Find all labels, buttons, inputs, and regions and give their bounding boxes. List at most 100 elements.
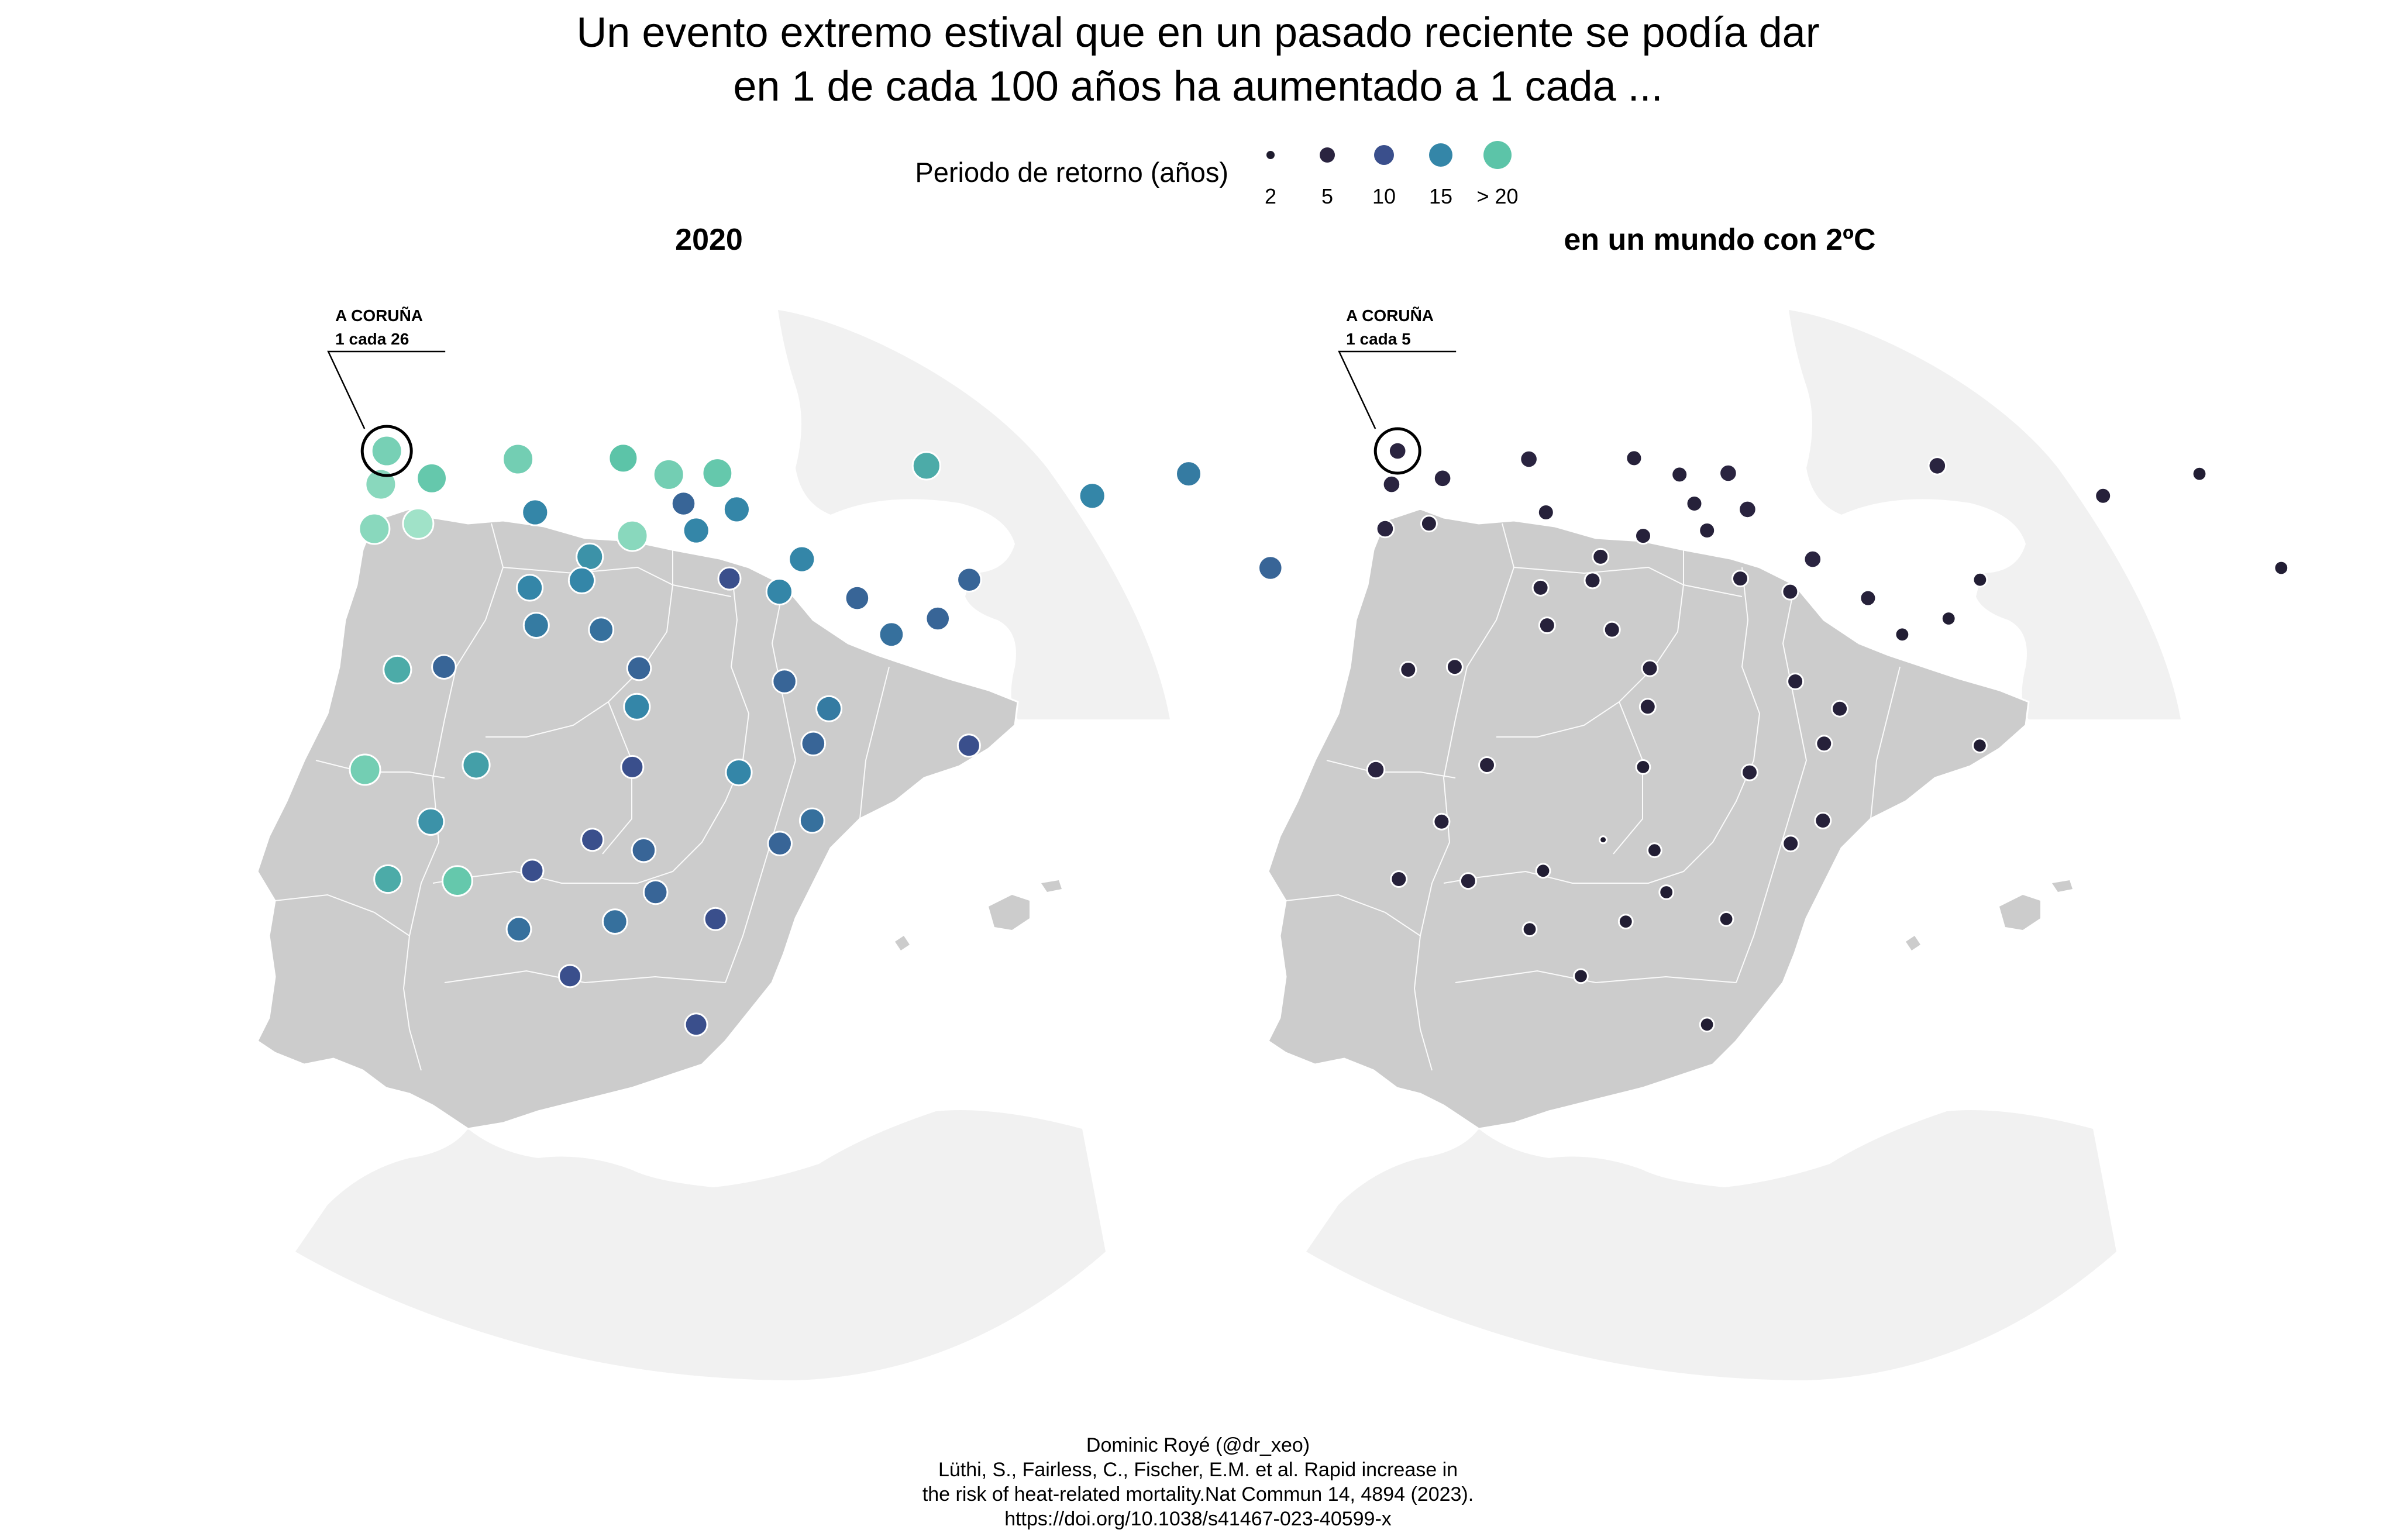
map-2020-station-25 bbox=[717, 566, 742, 591]
map-2020-station-4 bbox=[502, 443, 535, 476]
ibiza bbox=[1906, 936, 1920, 950]
map-2020-station-32 bbox=[431, 654, 457, 680]
region-borders bbox=[1285, 523, 1901, 1071]
map-2020-station-26 bbox=[588, 616, 615, 643]
legend-dot-20 bbox=[1483, 141, 1512, 169]
map-2020-station-30 bbox=[956, 567, 982, 593]
map-2020-station-3 bbox=[402, 507, 435, 540]
map-2c-station-7 bbox=[1719, 463, 1738, 483]
map-2c-station-11 bbox=[2094, 487, 2112, 505]
annotation-ring-2c bbox=[1373, 427, 1421, 475]
map-2020-station-49 bbox=[798, 807, 825, 834]
legend-value-15: 15 bbox=[1428, 184, 1453, 208]
stations-2c bbox=[1366, 441, 2290, 1033]
map-2c-station-1 bbox=[1433, 468, 1452, 488]
map-2c-station-24 bbox=[1940, 611, 1957, 626]
map-2020-station-1 bbox=[416, 462, 447, 494]
map-2c-station-38 bbox=[1831, 700, 1849, 718]
annotation-leader-2c bbox=[1338, 350, 1457, 429]
map-2020-station-20 bbox=[682, 516, 710, 545]
map-2c-station-8 bbox=[1738, 499, 1757, 519]
map-2c-station-45 bbox=[1535, 863, 1551, 879]
map-2c-station-28 bbox=[1641, 659, 1659, 677]
annotation-leader-2020 bbox=[327, 350, 446, 429]
map-2c-station-3 bbox=[1420, 515, 1438, 533]
map-2020-station-28 bbox=[626, 655, 652, 681]
annotation-city-2c: A CORUÑA bbox=[1346, 306, 1434, 325]
map-2020-station-53 bbox=[703, 907, 728, 931]
caption-reference-1: Lüthi, S., Fairless, C., Fischer, E.M. e… bbox=[938, 1459, 1458, 1481]
map-2020-station-23 bbox=[844, 585, 870, 611]
map-2c-station-43 bbox=[1390, 870, 1408, 888]
map-2020-station-42 bbox=[416, 807, 445, 836]
map-2c-station-30 bbox=[1972, 571, 1988, 588]
map-2c-station-26 bbox=[1603, 621, 1621, 639]
map-2020-station-37 bbox=[725, 759, 753, 787]
map-2c-station-35 bbox=[1815, 735, 1833, 753]
map-2020-station-33 bbox=[623, 693, 651, 721]
map-2c-station-2 bbox=[1382, 474, 1402, 494]
map-2020-station-19 bbox=[516, 574, 544, 602]
map-2c-station-22 bbox=[1803, 549, 1823, 569]
map-2020-station-27 bbox=[522, 612, 550, 639]
map-2020-station-31 bbox=[383, 654, 412, 685]
map-2c-station-16 bbox=[1592, 547, 1610, 566]
maps: A CORUÑA 1 cada 26 A CORUÑA 1 cada 5 bbox=[256, 306, 2290, 1380]
region-borders bbox=[274, 523, 890, 1071]
map-2020-station-43 bbox=[373, 864, 403, 894]
map-2020-station-12 bbox=[1175, 460, 1202, 488]
chart-title: Un evento extremo estival que en un pasa… bbox=[0, 6, 2396, 113]
mallorca bbox=[989, 895, 1030, 930]
map-2c-station-32 bbox=[1445, 658, 1464, 676]
map-2020-station-35 bbox=[800, 731, 827, 757]
legend: Periodo de retorno (años) 2 5 10 15 > 20 bbox=[0, 132, 2396, 219]
map-2c-station-47 bbox=[1647, 842, 1662, 859]
map-2c-station-13 bbox=[2273, 560, 2290, 576]
map-2c-station-15 bbox=[1537, 504, 1555, 521]
map-2c-station-23 bbox=[1859, 589, 1877, 607]
map-2020-station-36 bbox=[620, 755, 645, 779]
map-2020-station-22 bbox=[788, 545, 816, 573]
map-2020-station-6 bbox=[652, 458, 685, 491]
panel-title-2020: 2020 bbox=[675, 223, 743, 257]
map-2020-station-50 bbox=[505, 916, 532, 943]
map-2020-station-38 bbox=[815, 695, 843, 722]
map-2c-station-17 bbox=[1634, 527, 1652, 545]
map-2c-station-42 bbox=[1433, 812, 1451, 831]
caption-doi[interactable]: https://doi.org/10.1038/s41467-023-40599… bbox=[1004, 1508, 1392, 1530]
map-2c-station-51 bbox=[1617, 914, 1634, 929]
map-2c-station-41 bbox=[1478, 756, 1496, 774]
map-2020-station-9 bbox=[670, 491, 697, 516]
menorca bbox=[2052, 880, 2073, 892]
menorca bbox=[1041, 880, 1062, 892]
map-2020-station-24 bbox=[925, 605, 951, 632]
map-2c-station-40 bbox=[1366, 760, 1386, 780]
panel-title-2c: en un mundo con 2ºC bbox=[1564, 223, 1876, 257]
map-2c-station-21 bbox=[1781, 583, 1799, 601]
title-line-1: Un evento extremo estival que en un pasa… bbox=[576, 9, 1820, 56]
caption: Dominic Royé (@dr_xeo) Lüthi, S., Fairle… bbox=[0, 1433, 2396, 1531]
map-2020-station-41 bbox=[462, 750, 491, 780]
africa-background bbox=[295, 1110, 1106, 1380]
map-2020-station-17 bbox=[616, 519, 649, 552]
iberian-peninsula bbox=[256, 508, 1019, 1130]
map-2c-station-10 bbox=[1927, 456, 1947, 476]
map-2020-station-5 bbox=[608, 443, 639, 474]
map-2c-station-39 bbox=[1972, 738, 1988, 754]
map-2020-station-48 bbox=[767, 831, 793, 857]
annotation-2020: A CORUÑA 1 cada 26 bbox=[327, 306, 446, 477]
map-2020-station-11 bbox=[1078, 482, 1106, 510]
map-2020-station-18 bbox=[567, 566, 596, 594]
map-2020-station-47 bbox=[631, 837, 657, 863]
map-2020-station-52 bbox=[642, 879, 669, 905]
map-2c-station-34 bbox=[1786, 673, 1805, 690]
map-2c-station-0 bbox=[1388, 441, 1407, 461]
legend-dot-2 bbox=[1266, 151, 1275, 159]
map-2c-station-37 bbox=[1741, 763, 1758, 781]
map-2020-station-7 bbox=[701, 457, 734, 489]
map-2020-station-0 bbox=[370, 435, 403, 467]
map-2c-station-18 bbox=[1583, 571, 1602, 590]
globe-background bbox=[1789, 310, 2181, 719]
legend-value-10: 10 bbox=[1372, 184, 1396, 208]
map-2020-station-15 bbox=[521, 498, 549, 526]
